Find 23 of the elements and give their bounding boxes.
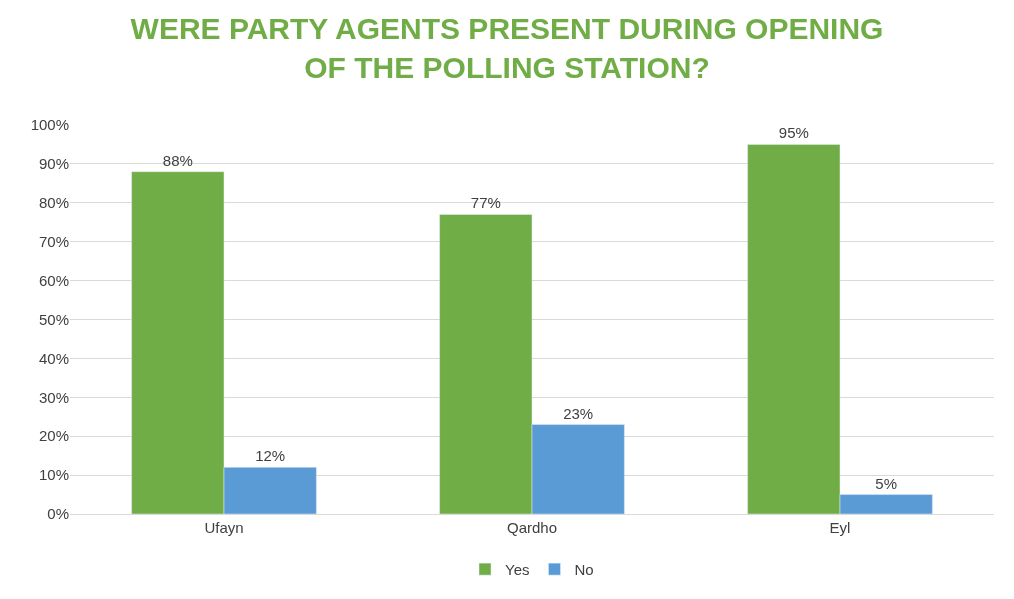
legend-label: Yes bbox=[505, 561, 530, 578]
y-tick-label: 50% bbox=[38, 310, 69, 328]
data-label: 12% bbox=[255, 447, 286, 465]
data-label: 88% bbox=[162, 151, 193, 169]
chart-title: WERE PARTY AGENTS PRESENT DURING OPENING OF THE POLLING STATION? bbox=[130, 11, 884, 84]
y-tick-label: 100% bbox=[30, 116, 69, 134]
data-label: 23% bbox=[563, 404, 594, 422]
y-tick-label: 90% bbox=[38, 155, 69, 173]
y-tick-label: 70% bbox=[38, 232, 69, 250]
y-tick-label: 20% bbox=[38, 427, 69, 445]
x-tick-label: Qardho bbox=[506, 519, 558, 536]
x-tick-label: Eyl bbox=[829, 519, 851, 536]
data-label: 77% bbox=[470, 194, 501, 212]
y-tick-label: 80% bbox=[38, 194, 69, 212]
y-tick-label: 10% bbox=[38, 466, 69, 484]
y-tick-label: 30% bbox=[38, 388, 69, 406]
data-label: 95% bbox=[778, 124, 809, 142]
legend-label: No bbox=[574, 561, 594, 578]
y-tick-label: 0% bbox=[47, 505, 69, 523]
y-tick-label: 60% bbox=[38, 271, 69, 289]
data-label: 5% bbox=[875, 474, 898, 492]
x-tick-label: Ufayn bbox=[204, 519, 244, 536]
y-tick-label: 40% bbox=[38, 349, 69, 367]
